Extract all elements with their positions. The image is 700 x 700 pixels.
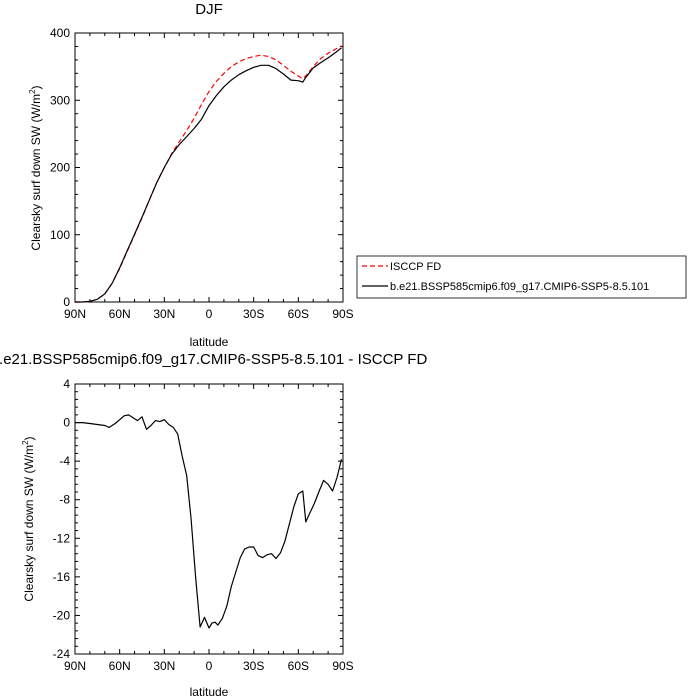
top-ytick-label: 100 [50,228,70,242]
top-panel: DJF 90N 60N 30N 0 30S 60S 90S 0 100 200 300 400 lat… [28,1,687,349]
legend-box [356,255,687,299]
bottom-xtick-label: 30S [243,659,264,673]
top-ylabel-sup: 2 [28,89,37,94]
bottom-ticks: 90N 60N 30N 0 30S 60S 90S 4 0 -4 -8 -12 -16 -20 -24 [53,377,354,673]
top-xtick-label: 90S [332,307,353,321]
top-series [75,45,342,303]
bottom-xtick-label: 90S [332,659,353,673]
bottom-series-line-0 [75,414,343,629]
top-series-line-0 [75,45,342,303]
bottom-ytick-label: 4 [63,377,70,391]
top-ytick-label: 200 [50,161,70,175]
top-plot-frame [74,32,344,303]
bottom-xtick-label: 30N [153,659,175,673]
top-ytick-label: 400 [50,26,70,40]
bottom-ytick-label: -8 [59,493,70,507]
bottom-series [75,414,343,629]
bottom-xlabel: latitude [190,685,229,699]
legend-label-model: b.e21.BSSP585cmip6.f09_g17.CMIP6-SSP5-8.… [390,281,649,293]
bottom-ytick-label: -24 [53,647,71,661]
bottom-ytick-label: -4 [59,454,70,468]
top-xtick-label: 30S [243,307,264,321]
bottom-xtick-label: 60S [288,659,309,673]
bottom-xtick-label: 90N [64,659,86,673]
top-xlabel: latitude [190,335,229,349]
top-xtick-label: 0 [206,307,213,321]
bottom-ytick-label: -12 [53,531,71,545]
bottom-ytick-label: -20 [53,608,71,622]
top-title: DJF [195,1,223,18]
bottom-xtick-label: 60N [109,659,131,673]
bottom-ylabel-close: ) [22,436,36,440]
top-xtick-label: 60N [109,307,131,321]
bottom-ylabel-text: Clearsky surf down SW (W/m [22,445,36,602]
bottom-xtick-label: 0 [206,659,213,673]
top-ticks: 90N 60N 30N 0 30S 60S 90S 0 100 200 300 400 [50,26,354,321]
bottom-ytick-label: -16 [53,570,71,584]
top-ytick-label: 300 [50,93,70,107]
bottom-ylabel: Clearsky surf down SW (W/m2) [21,436,36,601]
legend: ISCCP FD b.e21.BSSP585cmip6.f09_g17.CMIP… [356,255,687,299]
bottom-title: b.e21.BSSP585cmip6.f09_g17.CMIP6-SSP5-8.… [0,351,427,368]
top-ylabel: Clearsky surf down SW (W/m2) [28,85,43,250]
legend-label-isccp: ISCCP FD [390,261,441,273]
bottom-ylabel-sup: 2 [21,440,30,445]
bottom-ytick-label: 0 [63,416,70,430]
top-ylabel-text: Clearsky surf down SW (W/m [29,94,43,251]
top-series-line-1 [75,47,342,303]
top-xtick-label: 60S [288,307,309,321]
top-xtick-label: 90N [64,307,86,321]
top-ylabel-close: ) [29,85,43,89]
bottom-panel: b.e21.BSSP585cmip6.f09_g17.CMIP6-SSP5-8.… [0,351,427,699]
top-xtick-label: 30N [153,307,175,321]
bottom-plot-frame [74,383,344,655]
top-ytick-label: 0 [63,295,70,309]
